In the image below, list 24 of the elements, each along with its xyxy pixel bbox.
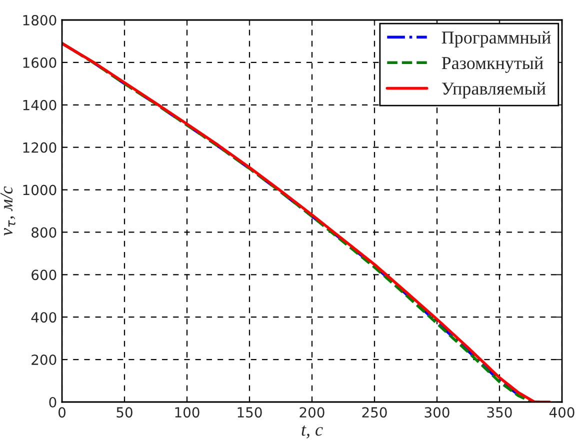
y-tick-label: 1000 [23, 184, 56, 196]
y-tick-label: 0 [49, 396, 56, 408]
y-tick-label: 1600 [23, 57, 56, 68]
legend-label: Разомкнутый [442, 56, 544, 73]
x-tick-label: 150 [238, 407, 262, 418]
y-tick-label: 800 [32, 227, 56, 238]
x-tick-label: 100 [175, 407, 200, 418]
x-tick-label: 400 [549, 407, 574, 418]
x-axis-title: t, c [302, 425, 323, 438]
y-axis-title: v$_{τ}$, м/с [0, 186, 16, 236]
x-tick-label: 300 [424, 407, 450, 418]
y-tick-label: 400 [31, 312, 56, 323]
y-tick-label: 600 [32, 270, 56, 280]
x-tick-label: 50 [116, 407, 132, 418]
x-tick-label: 350 [487, 407, 512, 418]
y-tick-label: 1800 [23, 14, 56, 26]
x-tick-label: 250 [362, 407, 387, 418]
y-tick-label: 1200 [23, 142, 56, 153]
legend-label: Программный [442, 31, 551, 48]
x-tick-label: 0 [58, 407, 66, 418]
legend-label: Управляемый [442, 82, 546, 98]
x-tick-label: 200 [300, 407, 324, 418]
y-tick-label: 1400 [23, 100, 56, 110]
y-tick-label: 200 [32, 354, 56, 366]
